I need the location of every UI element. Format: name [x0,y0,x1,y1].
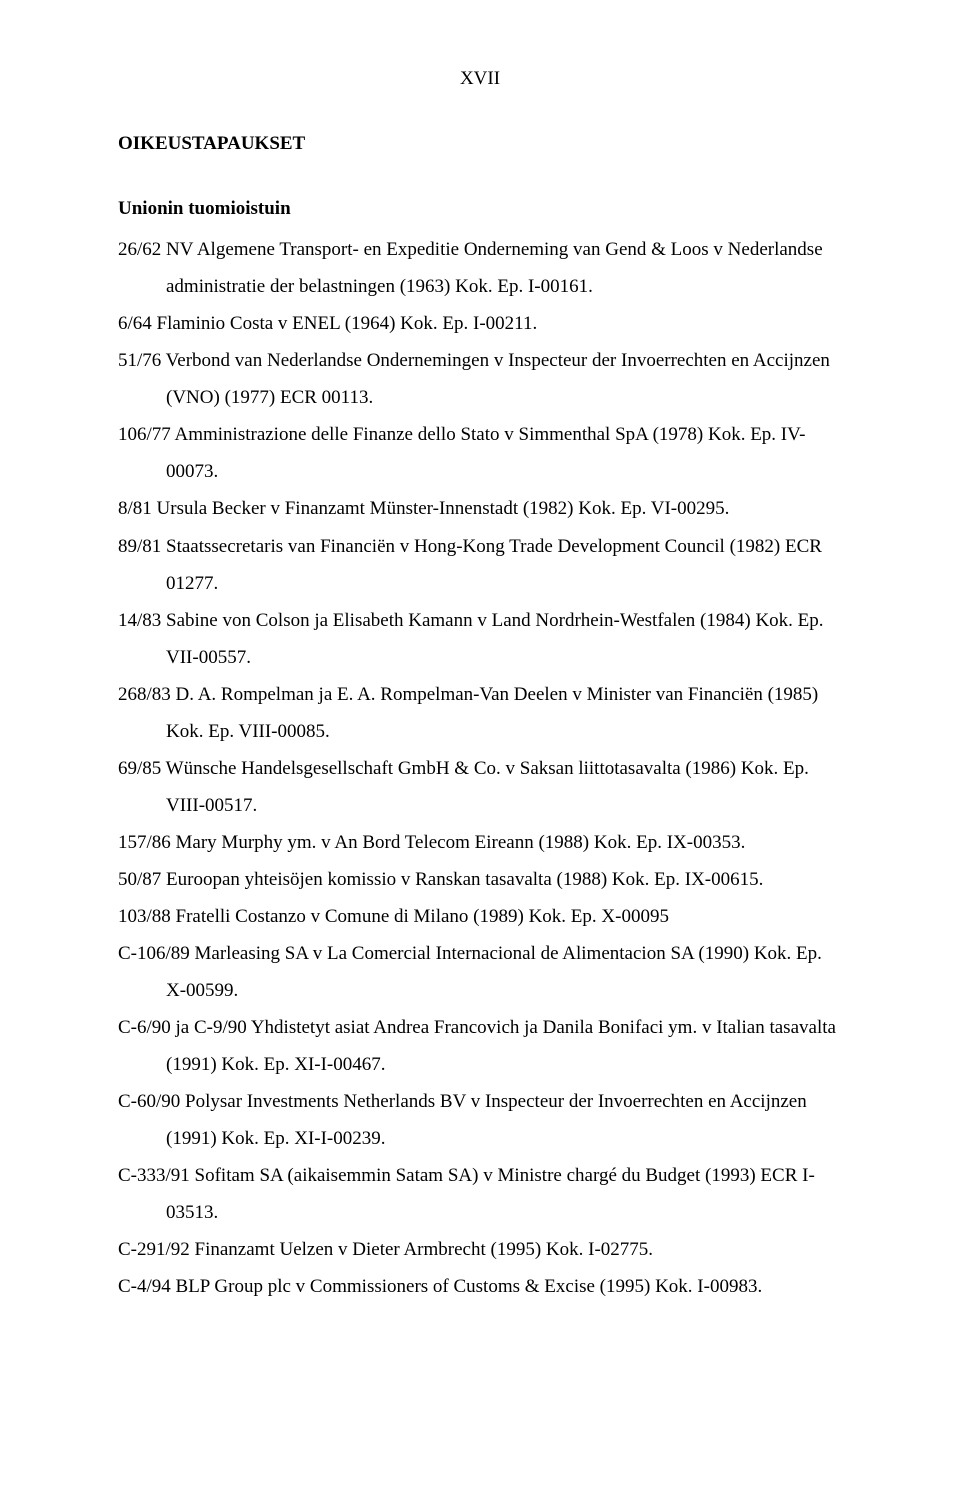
case-entry: C-60/90 Polysar Investments Netherlands … [118,1083,842,1157]
document-page: XVII OIKEUSTAPAUKSET Unionin tuomioistui… [0,0,960,1501]
case-entry: 106/77 Amministrazione delle Finanze del… [118,416,842,490]
heading-sub: Unionin tuomioistuin [118,190,842,227]
case-entry: 26/62 NV Algemene Transport- en Expediti… [118,231,842,305]
case-entry: 89/81 Staatssecretaris van Financiën v H… [118,528,842,602]
case-entry: C-4/94 BLP Group plc v Commissioners of … [118,1268,842,1305]
case-entry: 6/64 Flaminio Costa v ENEL (1964) Kok. E… [118,305,842,342]
case-entry: C-6/90 ja C-9/90 Yhdistetyt asiat Andrea… [118,1009,842,1083]
case-entry: 103/88 Fratelli Costanzo v Comune di Mil… [118,898,842,935]
case-list: 26/62 NV Algemene Transport- en Expediti… [118,231,842,1305]
case-entry: 50/87 Euroopan yhteisöjen komissio v Ran… [118,861,842,898]
case-entry: C-291/92 Finanzamt Uelzen v Dieter Armbr… [118,1231,842,1268]
case-entry: C-106/89 Marleasing SA v La Comercial In… [118,935,842,1009]
heading-main: OIKEUSTAPAUKSET [118,125,842,162]
case-entry: 14/83 Sabine von Colson ja Elisabeth Kam… [118,602,842,676]
case-entry: 268/83 D. A. Rompelman ja E. A. Rompelma… [118,676,842,750]
case-entry: 69/85 Wünsche Handelsgesellschaft GmbH &… [118,750,842,824]
case-entry: 51/76 Verbond van Nederlandse Ondernemin… [118,342,842,416]
case-entry: 157/86 Mary Murphy ym. v An Bord Telecom… [118,824,842,861]
case-entry: 8/81 Ursula Becker v Finanzamt Münster-I… [118,490,842,527]
case-entry: C-333/91 Sofitam SA (aikaisemmin Satam S… [118,1157,842,1231]
page-number: XVII [118,60,842,97]
